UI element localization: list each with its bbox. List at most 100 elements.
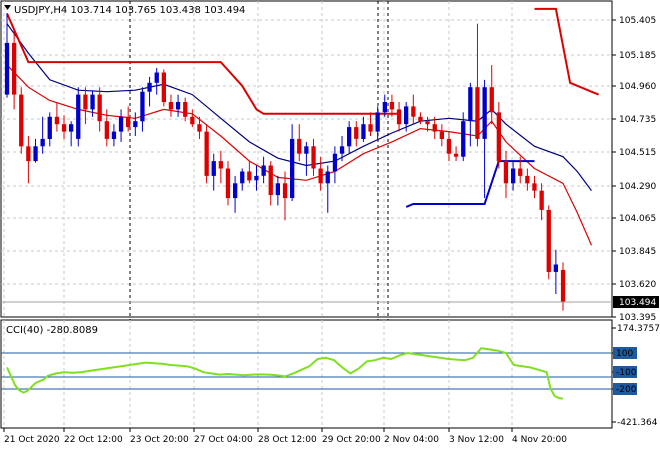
cci-tick-label: 100 [616,349,633,359]
price-panel[interactable]: 105.405 105.185 104.960 104.735 104.515 104.2… [0,0,659,428]
candle-body [268,165,273,196]
candle-body [525,175,530,184]
candle-body [553,264,558,272]
price-tick-label: 104.735 [619,115,656,125]
candle [339,135,345,162]
candle-body [26,146,31,162]
candle-body [225,168,231,199]
candle [197,116,202,139]
candle-body [104,121,109,139]
time-tick-label: 4 Nov 20:00 [512,435,567,445]
candle [261,156,266,184]
candle-body [389,102,395,110]
cci-tick-label: -100 [616,368,637,378]
candle-body [396,109,402,125]
candle-body [240,171,245,184]
candle [168,94,174,117]
candle-body [40,138,45,147]
candle-body [97,94,102,122]
candle-body [211,161,216,176]
candle-body [361,124,366,139]
candle [325,165,330,213]
price-tick-label: 104.290 [619,182,656,192]
candle-body [133,121,138,128]
candle [482,79,487,199]
time-axis: 21 Oct 2020 22 Oct 12:00 23 Oct 20:00 27 Oc… [3,428,567,445]
candle [496,102,501,169]
cci-levels [1,352,612,390]
candle-body [47,116,52,139]
candle-body [154,72,159,83]
candle-body [332,153,338,172]
candle [375,106,380,139]
candle-body [4,42,10,95]
candle-body [118,116,124,132]
parabolic-sar [6,7,599,208]
candle [546,205,551,280]
candle-body [254,175,259,181]
candle-body [197,124,202,132]
candle [126,106,131,132]
candle [539,183,544,221]
candle [211,153,216,191]
candle [275,175,280,206]
candle [133,112,138,136]
candle-body [418,116,423,122]
triangle-down-icon[interactable] [4,5,11,10]
candle [204,124,209,184]
candle-body [325,171,330,184]
candle-body [404,106,409,125]
candle [190,109,195,128]
candle-body [140,91,145,122]
candle [61,115,67,139]
candle [12,28,17,110]
price-axis: 105.405 105.185 104.960 104.735 104.515 104.2… [612,16,656,323]
candle [432,116,437,139]
candle [446,131,452,162]
symbol-header: USDJPY,H4 103.714 103.765 103.438 103.49… [14,5,245,16]
candle-body [183,102,188,117]
candle-body [261,165,266,176]
sar-segment [405,160,535,208]
candle-body [425,121,430,125]
candle-body [168,102,174,110]
candle [26,135,31,184]
cci-panel-frame [0,319,613,429]
candle [225,161,231,206]
candle-body [339,146,345,154]
candle-body [190,116,195,125]
time-tick-label: 3 Nov 12:00 [449,435,504,445]
candle [304,141,309,176]
candle [503,150,509,199]
candle-body [204,131,209,176]
candle [161,69,166,107]
cci-tick-label: 174.3757 [617,324,660,334]
candle-body [439,131,444,139]
candle [418,112,423,125]
candle-body [282,183,288,199]
candle [518,156,523,184]
collapse-button[interactable] [4,5,11,10]
cci-level-badge [613,383,637,395]
candle [118,109,124,142]
candle-body [147,82,152,92]
price-tick-label: 104.960 [619,82,656,92]
candle [404,102,409,132]
price-tick-label: 103.845 [619,247,656,257]
candle [47,112,52,147]
candle [553,249,558,295]
candle [396,102,402,132]
candle [511,161,516,191]
time-tick-label: 23 Oct 20:00 [130,435,189,445]
candle-body [532,183,537,191]
candle [282,171,288,221]
candle [468,82,473,147]
cci-level-badge [613,347,637,359]
price-tick-label: 104.515 [619,148,656,158]
candle [83,87,88,125]
candle-body [76,94,81,139]
candle [76,87,81,147]
candle-body [161,72,166,103]
cci-panel[interactable]: 174.3757 100 -100 -200 -421.364 CCI(40) -280… [0,319,660,429]
candle-body [461,121,466,157]
